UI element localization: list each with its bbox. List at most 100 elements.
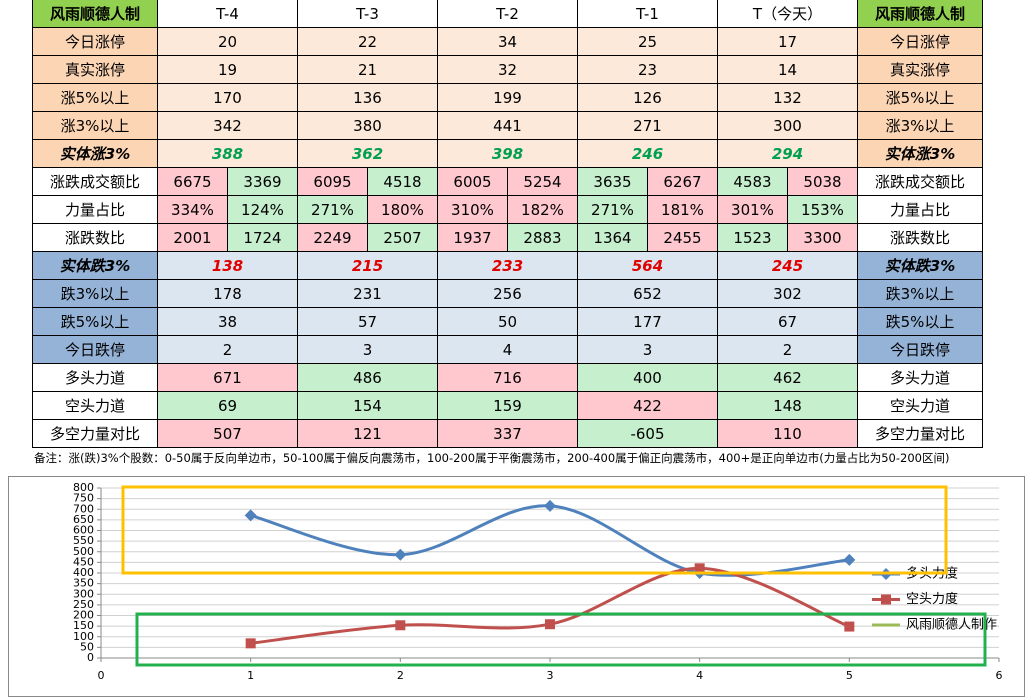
y-tick-label: 650	[73, 513, 94, 526]
value-cell: 245	[718, 252, 858, 280]
value-cell: 20	[158, 28, 298, 56]
value-cell: 154	[298, 392, 438, 420]
pair-cell: 2883	[508, 224, 578, 252]
y-tick-label: 300	[73, 587, 94, 600]
pair-cell: 3300	[788, 224, 858, 252]
y-tick-label: 450	[73, 555, 94, 568]
row-label: 力量占比	[33, 196, 158, 224]
value-cell: 652	[578, 280, 718, 308]
header-cell: 风雨顺德人制	[858, 0, 983, 28]
pair-cell: 181%	[648, 196, 718, 224]
value-cell: 302	[718, 280, 858, 308]
value-cell: 148	[718, 392, 858, 420]
value-cell: 19	[158, 56, 298, 84]
x-tick-label: 2	[397, 669, 404, 682]
y-tick-label: 550	[73, 534, 94, 547]
value-cell: 21	[298, 56, 438, 84]
row-label: 涨跌成交额比	[858, 168, 983, 196]
row-label: 空头力道	[33, 392, 158, 420]
y-tick-label: 350	[73, 577, 94, 590]
pair-cell: 6005	[438, 168, 508, 196]
row-label: 力量占比	[858, 196, 983, 224]
row-label: 实体跌3%	[858, 252, 983, 280]
value-cell: 177	[578, 308, 718, 336]
value-cell: 388	[158, 140, 298, 168]
value-cell: -605	[578, 420, 718, 448]
x-tick-label: 0	[98, 669, 105, 682]
value-cell: 178	[158, 280, 298, 308]
row-label: 空头力道	[858, 392, 983, 420]
value-cell: 380	[298, 112, 438, 140]
value-cell: 2	[158, 336, 298, 364]
row-label: 真实涨停	[33, 56, 158, 84]
row-label: 涨跌数比	[33, 224, 158, 252]
pair-cell: 153%	[788, 196, 858, 224]
pair-cell: 4518	[368, 168, 438, 196]
value-cell: 38	[158, 308, 298, 336]
value-cell: 121	[298, 420, 438, 448]
value-cell: 170	[158, 84, 298, 112]
annotation-box	[121, 485, 948, 575]
pair-cell: 180%	[368, 196, 438, 224]
legend-label: 风雨顺德人制作	[906, 618, 997, 633]
value-cell: 3	[578, 336, 718, 364]
row-label: 多头力道	[858, 364, 983, 392]
value-cell: 716	[438, 364, 578, 392]
pair-cell: 271%	[578, 196, 648, 224]
pair-cell: 1523	[718, 224, 788, 252]
value-cell: 69	[158, 392, 298, 420]
value-cell: 110	[718, 420, 858, 448]
value-cell: 57	[298, 308, 438, 336]
pair-cell: 124%	[228, 196, 298, 224]
y-tick-label: 100	[73, 630, 94, 643]
header-cell: T-3	[298, 0, 438, 28]
row-label: 跌5%以上	[33, 308, 158, 336]
pair-cell: 310%	[438, 196, 508, 224]
value-cell: 441	[438, 112, 578, 140]
value-cell: 294	[718, 140, 858, 168]
y-tick-label: 200	[73, 609, 94, 622]
value-cell: 138	[158, 252, 298, 280]
y-tick-label: 750	[73, 492, 94, 505]
point	[395, 620, 406, 631]
value-cell: 199	[438, 84, 578, 112]
value-cell: 271	[578, 112, 718, 140]
row-label: 实体涨3%	[33, 140, 158, 168]
row-label: 今日涨停	[33, 28, 158, 56]
pair-cell: 6095	[298, 168, 368, 196]
y-tick-label: 500	[73, 545, 94, 558]
header-cell: T（今天）	[718, 0, 858, 28]
point	[881, 594, 891, 605]
point	[844, 621, 855, 632]
row-label: 涨跌数比	[858, 224, 983, 252]
value-cell: 126	[578, 84, 718, 112]
value-cell: 486	[298, 364, 438, 392]
point	[394, 548, 407, 561]
value-cell: 564	[578, 252, 718, 280]
pair-cell: 4583	[718, 168, 788, 196]
row-label: 涨跌成交额比	[33, 168, 158, 196]
y-tick-label: 0	[87, 651, 94, 664]
pair-cell: 2507	[368, 224, 438, 252]
value-cell: 34	[438, 28, 578, 56]
value-cell: 159	[438, 392, 578, 420]
pair-cell: 271%	[298, 196, 368, 224]
y-tick-label: 150	[73, 619, 94, 632]
row-label: 今日跌停	[858, 336, 983, 364]
pair-cell: 1937	[438, 224, 508, 252]
value-cell: 246	[578, 140, 718, 168]
x-tick-label: 4	[696, 669, 703, 682]
chart: 0501001502002503003504004505005506006507…	[8, 476, 1025, 697]
value-cell: 507	[158, 420, 298, 448]
y-tick-label: 800	[73, 481, 94, 494]
row-label: 多空力量对比	[858, 420, 983, 448]
chart-frame	[8, 476, 1025, 697]
point	[545, 619, 555, 630]
value-cell: 67	[718, 308, 858, 336]
value-cell: 256	[438, 280, 578, 308]
y-tick-label: 600	[73, 524, 94, 537]
pair-cell: 3369	[228, 168, 298, 196]
y-tick-label: 700	[73, 502, 94, 515]
value-cell: 233	[438, 252, 578, 280]
